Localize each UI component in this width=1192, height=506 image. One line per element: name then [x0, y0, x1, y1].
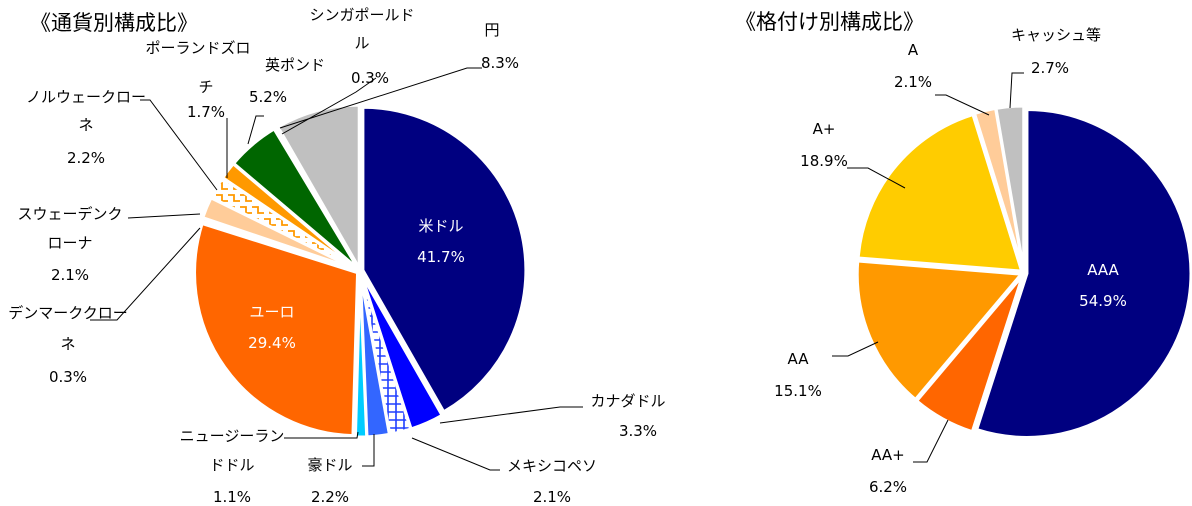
label-a-name: A: [908, 41, 919, 59]
leader-sgd: [281, 77, 377, 135]
chart-title-rating: 《格付け別構成比》: [735, 10, 924, 34]
leader-aa: [832, 341, 879, 357]
label-sek-name-2: ローナ: [47, 234, 92, 252]
label-aud-name: 豪ドル: [307, 456, 352, 474]
label-cad-name: カナダドル: [590, 392, 665, 410]
label-jpy-name: 円: [484, 21, 499, 39]
leader-nok: [140, 99, 218, 191]
pie-slice-pie0-5: [193, 221, 360, 438]
leader-cad: [439, 406, 583, 424]
label-aud-value: 2.2%: [311, 488, 349, 506]
label-sgd-name-1: シンガポールド: [309, 6, 414, 24]
pie-slice-pie1-1: [914, 274, 1024, 434]
leader-aud: [362, 434, 375, 467]
label-nzd-name-2: ドドル: [209, 456, 254, 474]
label-nok-name-2: ネ: [78, 116, 93, 134]
label-cash-value: 2.7%: [1031, 59, 1069, 77]
label-nok-name-1: ノルウェークロー: [26, 88, 146, 106]
label-nok-value: 2.2%: [67, 149, 105, 167]
leader-a: [935, 94, 990, 116]
label-gbp-value: 5.2%: [249, 88, 287, 106]
label-mxn-name: メキシコペソ: [507, 457, 597, 475]
rating-pie: [855, 104, 1192, 439]
chart-title-currency: 《通貨別構成比》: [30, 11, 198, 35]
label-sgd-value: 0.3%: [351, 69, 389, 87]
label-eur-name: ユーロ: [249, 303, 294, 321]
label-gbp-name: 英ポンド: [265, 56, 325, 74]
leader-nzd: [284, 431, 359, 439]
label-dkk-value: 0.3%: [49, 368, 87, 386]
label-usd-name: 米ドル: [418, 217, 463, 235]
leader-gbp: [247, 115, 264, 145]
label-aaa-name: AAA: [1087, 261, 1119, 279]
label-aaplus-name: AA+: [871, 446, 905, 464]
label-a-value: 2.1%: [894, 73, 932, 91]
pie-slice-pie0-12: [275, 103, 361, 274]
label-usd-value: 41.7%: [417, 248, 465, 266]
leader-sek: [127, 213, 201, 219]
label-aa-value: 15.1%: [774, 382, 822, 400]
label-pln-name-2: チ: [198, 78, 213, 96]
label-sek-name-1: スウェーデンク: [17, 205, 122, 223]
label-sek-value: 2.1%: [51, 266, 89, 284]
label-dkk-name-2: ネ: [60, 335, 75, 353]
label-aplus-name: A+: [813, 120, 836, 138]
label-aaplus-value: 6.2%: [869, 478, 907, 496]
label-cash-name: キャッシュ等: [1011, 26, 1101, 44]
label-pln-value: 1.7%: [187, 103, 225, 121]
pie-slice-pie1-0: [974, 107, 1192, 439]
leader-mxn: [411, 437, 500, 471]
leader-lines: [90, 67, 1024, 471]
leader-cash: [1009, 72, 1024, 109]
leader-aplus: [847, 167, 906, 189]
label-aa-name: AA: [788, 350, 810, 368]
label-nzd-name-1: ニュージーラン: [180, 427, 285, 445]
label-aaa-value: 54.9%: [1079, 292, 1127, 310]
label-sgd-name-2: ル: [354, 34, 369, 52]
leader-aaplus: [913, 419, 949, 463]
pie-slice-pie0-0: [361, 105, 528, 414]
label-mxn-value: 2.1%: [533, 488, 571, 506]
label-dkk-name-1: デンマーククロー: [8, 304, 127, 322]
leader-dkk: [90, 227, 201, 321]
pie-slice-pie0-4: [353, 273, 369, 439]
pie-slice-pie1-2: [855, 259, 1025, 402]
label-pln-name-1: ポーランドズロ: [145, 39, 250, 57]
pie-slice-pie1-3: [856, 112, 1024, 273]
label-cad-value: 3.3%: [619, 422, 657, 440]
leader-jpy: [279, 67, 482, 129]
label-nzd-value: 1.1%: [213, 488, 251, 506]
label-jpy-value: 8.3%: [481, 54, 519, 72]
label-eur-value: 29.4%: [248, 334, 296, 352]
currency-pie: [193, 103, 528, 439]
label-aplus-value: 18.9%: [800, 152, 848, 170]
